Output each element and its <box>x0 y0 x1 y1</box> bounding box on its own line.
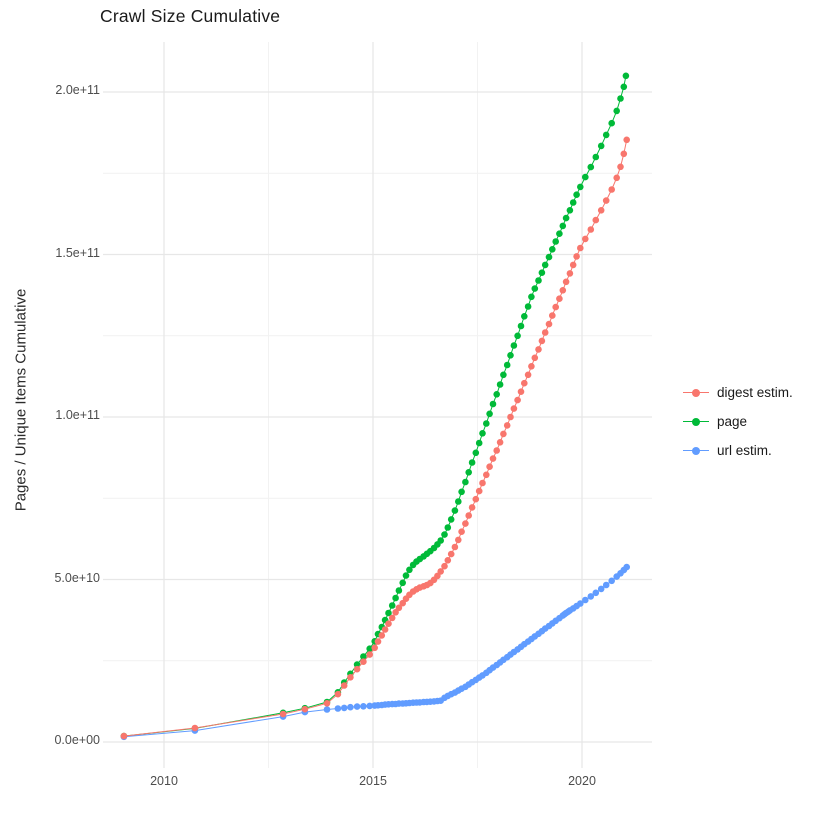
legend-key-url <box>683 444 709 458</box>
legend-label: url estim. <box>717 443 772 458</box>
y-tick-label: 1.5e+11 <box>55 246 100 260</box>
gridlines-major <box>103 42 652 768</box>
legend-item-page: page <box>683 407 793 436</box>
legend-key-page <box>683 415 709 429</box>
legend-point-swatch <box>692 417 700 426</box>
legend: digest estim. page url estim. <box>683 378 793 465</box>
y-axis-title: Pages / Unique Items Cumulative <box>12 288 30 512</box>
x-tick-label: 2015 <box>359 774 387 788</box>
chart-title: Crawl Size Cumulative <box>100 6 281 26</box>
legend-item-url-estim: url estim. <box>683 436 793 465</box>
legend-label: digest estim. <box>717 385 793 400</box>
y-tick-label: 5.0e+10 <box>54 571 100 585</box>
y-tick-label: 2.0e+11 <box>55 83 100 97</box>
x-tick-label: 2020 <box>568 774 596 788</box>
legend-point-swatch <box>692 388 700 397</box>
y-tick-label: 1.0e+11 <box>55 408 100 422</box>
legend-key-digest <box>683 386 709 400</box>
legend-item-digest-estim: digest estim. <box>683 378 793 407</box>
y-tick-label: 0.0e+00 <box>54 733 100 747</box>
x-tick-label: 2010 <box>150 774 178 788</box>
data-series-layer <box>120 72 630 741</box>
legend-label: page <box>717 414 748 429</box>
legend-point-swatch <box>692 446 700 455</box>
gridlines-minor <box>103 42 652 768</box>
